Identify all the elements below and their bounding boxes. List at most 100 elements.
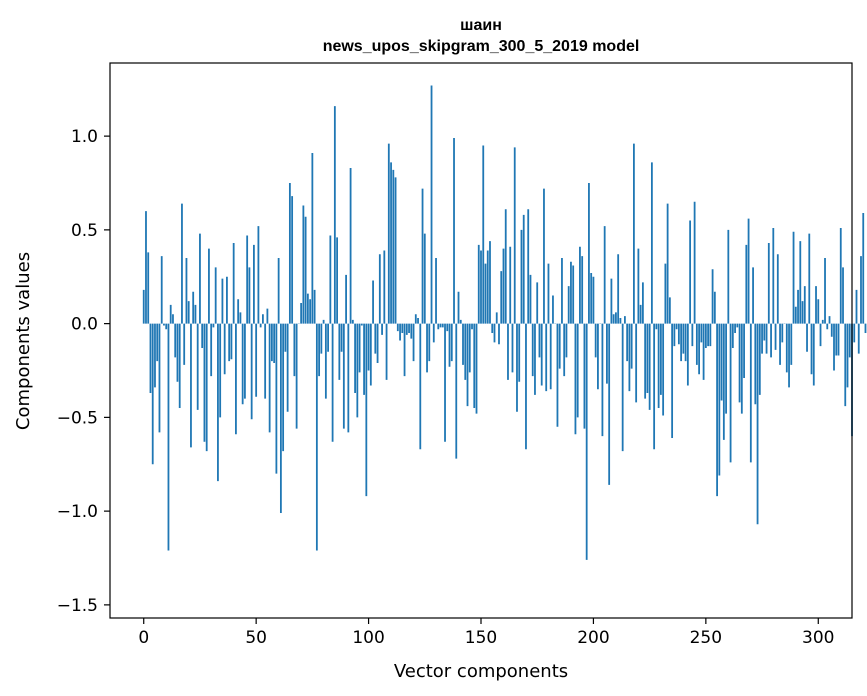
- bar: [574, 323, 577, 435]
- bar: [194, 304, 197, 324]
- bar: [558, 323, 561, 369]
- bar: [248, 267, 251, 324]
- bar: [812, 323, 815, 386]
- bar: [597, 323, 599, 390]
- bar: [358, 323, 361, 373]
- bar: [203, 323, 206, 442]
- bar: [304, 216, 307, 324]
- bar: [529, 274, 532, 324]
- bar: [192, 291, 195, 324]
- y-tick-label: 1.0: [71, 127, 98, 147]
- bar: [235, 323, 237, 435]
- bar: [286, 323, 289, 412]
- bar: [846, 323, 849, 388]
- bar: [583, 323, 586, 429]
- bar: [327, 323, 329, 352]
- bar: [848, 323, 851, 358]
- bar: [709, 323, 712, 347]
- bar: [423, 233, 426, 324]
- bar: [853, 323, 856, 343]
- bar: [257, 226, 260, 324]
- bar: [776, 254, 779, 324]
- bar: [716, 323, 718, 497]
- bar: [313, 289, 316, 324]
- bar: [453, 138, 455, 324]
- bar: [788, 323, 790, 388]
- bar: [315, 323, 318, 551]
- bar: [565, 323, 568, 358]
- bar: [579, 246, 581, 324]
- bar: [219, 323, 222, 418]
- bar: [241, 323, 244, 405]
- bar: [700, 323, 703, 343]
- bar: [190, 323, 192, 448]
- bar: [349, 168, 352, 324]
- bar: [221, 278, 224, 324]
- bar: [610, 278, 613, 324]
- chart-subtitle: news_upos_skipgram_300_5_2019 model: [323, 38, 640, 55]
- bar: [581, 256, 584, 324]
- bar: [291, 196, 294, 324]
- y-tick-label: −1.5: [57, 596, 98, 616]
- bar: [774, 323, 777, 350]
- bar: [284, 323, 287, 352]
- bar: [444, 323, 446, 442]
- bar: [740, 323, 743, 414]
- bar: [340, 323, 343, 352]
- x-tick-label: 100: [352, 628, 384, 648]
- bar: [239, 312, 242, 324]
- bar: [356, 323, 359, 418]
- bar: [691, 323, 694, 347]
- bar: [770, 323, 772, 358]
- bar: [464, 323, 467, 380]
- y-tick-label: 0.0: [71, 315, 98, 335]
- bar: [372, 280, 374, 324]
- plot-frame: [109, 62, 853, 619]
- bar: [815, 286, 817, 324]
- bar: [266, 308, 269, 324]
- bar: [718, 323, 721, 476]
- bar: [336, 237, 338, 324]
- bar: [324, 323, 327, 399]
- bar: [309, 299, 312, 324]
- bar: [862, 213, 865, 324]
- bar: [430, 85, 433, 324]
- bar: [536, 282, 539, 324]
- bar: [635, 323, 638, 403]
- bar: [226, 276, 228, 324]
- bar: [630, 323, 633, 369]
- bar: [214, 267, 217, 324]
- x-axis-label: Vector components: [394, 661, 568, 682]
- bar: [736, 323, 739, 328]
- bar: [543, 188, 545, 324]
- bar: [722, 323, 725, 440]
- bar: [657, 323, 660, 409]
- bar: [268, 323, 271, 433]
- bar: [738, 323, 741, 403]
- bar: [585, 323, 588, 560]
- bar: [601, 323, 604, 437]
- bar: [493, 323, 496, 343]
- x-axis: 0 50 100 150 200 250 300: [138, 618, 834, 648]
- bar: [360, 323, 363, 326]
- bar: [145, 211, 147, 324]
- bar: [833, 323, 835, 371]
- bar: [810, 323, 813, 375]
- bar: [279, 323, 282, 514]
- bar: [673, 323, 676, 347]
- bar: [322, 319, 325, 324]
- bar: [156, 323, 159, 362]
- bar: [745, 244, 748, 324]
- bar: [615, 312, 617, 324]
- bar: [666, 203, 669, 324]
- bar: [217, 323, 219, 482]
- bar: [244, 323, 246, 399]
- bar: [230, 323, 233, 360]
- bar: [561, 258, 563, 324]
- bar: [181, 203, 183, 324]
- bar: [761, 323, 763, 354]
- bar: [662, 323, 665, 416]
- bar: [333, 106, 336, 324]
- bar: [288, 183, 291, 324]
- bar: [698, 323, 700, 375]
